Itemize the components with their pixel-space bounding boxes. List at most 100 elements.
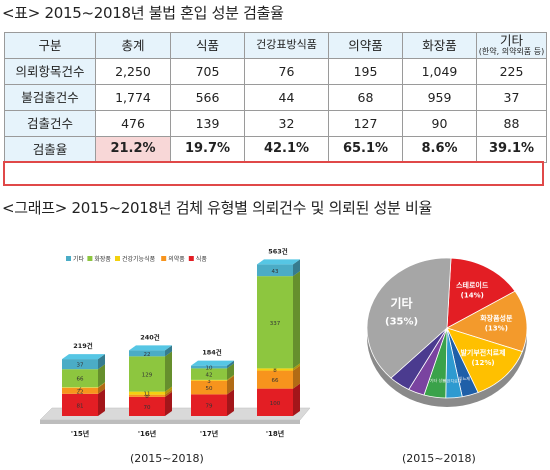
bar-data-label: 42 — [206, 373, 213, 379]
bar-data-label: 337 — [270, 321, 281, 327]
header-other: 기타 (한약, 의약외품 등) — [476, 32, 547, 59]
bar-segment-side — [227, 375, 234, 395]
table-row: 불검출건수 1,774 566 44 68 959 37 — [4, 84, 547, 111]
bar-segment-front — [129, 391, 165, 395]
pie-slice-label: 화장품성분 — [480, 313, 513, 322]
bar-segment — [62, 364, 105, 388]
bar-category-label: '15년 — [71, 429, 89, 438]
bar-data-label: 11 — [144, 392, 151, 398]
bar-data-label: 70 — [144, 405, 151, 411]
pie-slice-pct-label: (14%) — [461, 292, 484, 300]
bar-data-label: 22 — [77, 389, 84, 395]
bar-data-label: 66 — [272, 378, 279, 384]
bar-data-label: 43 — [272, 269, 279, 275]
bar-segment-front — [257, 276, 293, 369]
bar-segment-front — [62, 387, 98, 394]
header-other-note: (한약, 의약외품 등) — [478, 46, 545, 56]
pie-slice-label: 이뇨제 — [459, 375, 470, 381]
bar-segment-front — [191, 394, 227, 416]
legend-swatch — [66, 256, 71, 261]
table-header-row: 구분 총계 식품 건강표방식품 의약품 화장품 기타 (한약, 의약외품 등) — [4, 32, 547, 59]
table-cell: 195 — [328, 58, 403, 85]
table-row: 의뢰항목건수 2,250 705 76 195 1,049 225 — [4, 58, 547, 85]
table-cell: 90 — [402, 110, 477, 137]
bar-segment-side — [98, 354, 105, 370]
bar-segment — [191, 389, 234, 416]
pie-slice — [446, 327, 523, 394]
bar-segment-side — [98, 382, 105, 394]
pie-slice-label: 기타 성분 — [430, 377, 446, 383]
table-title: <표> 2015~2018년 불법 혼입 성분 검출율 — [2, 4, 284, 22]
table-cell: 68 — [328, 84, 403, 111]
chart-section-title: <그래프> 2015~2018년 검체 유형별 의뢰건수 및 의뢰된 성분 비율 — [2, 199, 432, 217]
bar-segment-side — [227, 389, 234, 416]
bar-segment-front — [62, 369, 98, 388]
header-category: 구분 — [4, 32, 96, 59]
detection-rate-highlight — [3, 161, 544, 186]
pie-slice — [366, 257, 452, 379]
bar-segment — [62, 388, 105, 416]
detection-rate-row: 검출율 21.2% 19.7% 42.1% 65.1% 8.6% 39.1% — [4, 136, 547, 163]
bar-segment-front — [129, 394, 165, 397]
table-cell: 44 — [244, 84, 329, 111]
pie-slice-label: 기타 — [391, 296, 413, 311]
bar-segment-front — [257, 370, 293, 389]
legend-label: 기타 — [73, 255, 85, 263]
bar-segment-front — [191, 379, 227, 381]
header-other-label: 기타 — [499, 33, 523, 49]
row-label: 검출건수 — [4, 110, 96, 137]
bar-top — [129, 345, 172, 351]
bar-data-label: 8 — [273, 368, 277, 374]
bar-segment-front — [129, 356, 165, 392]
bar-segment-front — [62, 393, 98, 416]
table-cell: 476 — [95, 110, 171, 137]
bar-segment-side — [98, 388, 105, 416]
pie-slice-pct-label: (35%) — [385, 317, 418, 328]
pie-slice-label: 발기부전치료제 — [460, 348, 505, 357]
table-cell: 88 — [476, 110, 547, 137]
bar-segment — [62, 382, 105, 394]
table-cell: 225 — [476, 58, 547, 85]
rate-cell-total: 21.2% — [95, 136, 171, 163]
pie-slice — [445, 290, 528, 353]
bar-category-label: '16년 — [138, 429, 156, 438]
table-cell: 1,049 — [402, 58, 477, 85]
header-food: 식품 — [170, 32, 245, 59]
legend-swatch — [188, 256, 194, 261]
legend-swatch — [115, 256, 120, 261]
bar-segment-side — [227, 363, 234, 380]
table-cell: 566 — [170, 84, 245, 111]
bar-segment — [191, 360, 234, 369]
bar-total-label: 240건 — [140, 332, 160, 341]
bar-segment-front — [191, 380, 227, 395]
bar-segment-front — [129, 396, 165, 416]
header-cosmetics: 화장품 — [402, 32, 477, 59]
legend-label: 식품 — [196, 255, 208, 263]
stacked-bar-chart: 기타 화장품 건강기능식품 의약품 식품812226637219건'15년7081112… — [39, 246, 311, 438]
bar-data-label: 129 — [142, 372, 153, 378]
header-medicine: 의약품 — [328, 32, 403, 59]
legend-swatch — [87, 256, 93, 261]
table-cell: 127 — [328, 110, 403, 137]
bar-segment-front — [62, 387, 98, 388]
pie-chart: 스테로이드 (14%) 화장품성분 (13%) 발기부전치료제 (12%) 이뇨제비만치료제… — [366, 257, 528, 407]
header-health-food: 건강표방식품 — [244, 32, 329, 59]
bar-segment-side — [293, 271, 300, 369]
bar-segment — [129, 389, 172, 397]
table-cell: 2,250 — [95, 58, 171, 85]
table-row: 검출건수 476 139 32 127 90 88 — [4, 110, 547, 137]
pie-slice — [446, 257, 516, 329]
bar-segment-side — [293, 365, 300, 389]
bar-data-label: 10 — [206, 366, 213, 372]
bar-segment-side — [293, 383, 300, 416]
table-cell: 37 — [476, 84, 547, 111]
pie-slice-pct-label: (13%) — [485, 324, 508, 332]
bar-segment-side — [165, 351, 172, 392]
legend-swatch — [161, 256, 167, 261]
bar-data-label: 22 — [144, 352, 151, 358]
bar-segment — [62, 382, 105, 388]
bar-segment-side — [165, 391, 172, 416]
bar-segment-front — [191, 368, 227, 380]
bar-segment-side — [293, 363, 300, 371]
bar-segment — [62, 354, 105, 370]
